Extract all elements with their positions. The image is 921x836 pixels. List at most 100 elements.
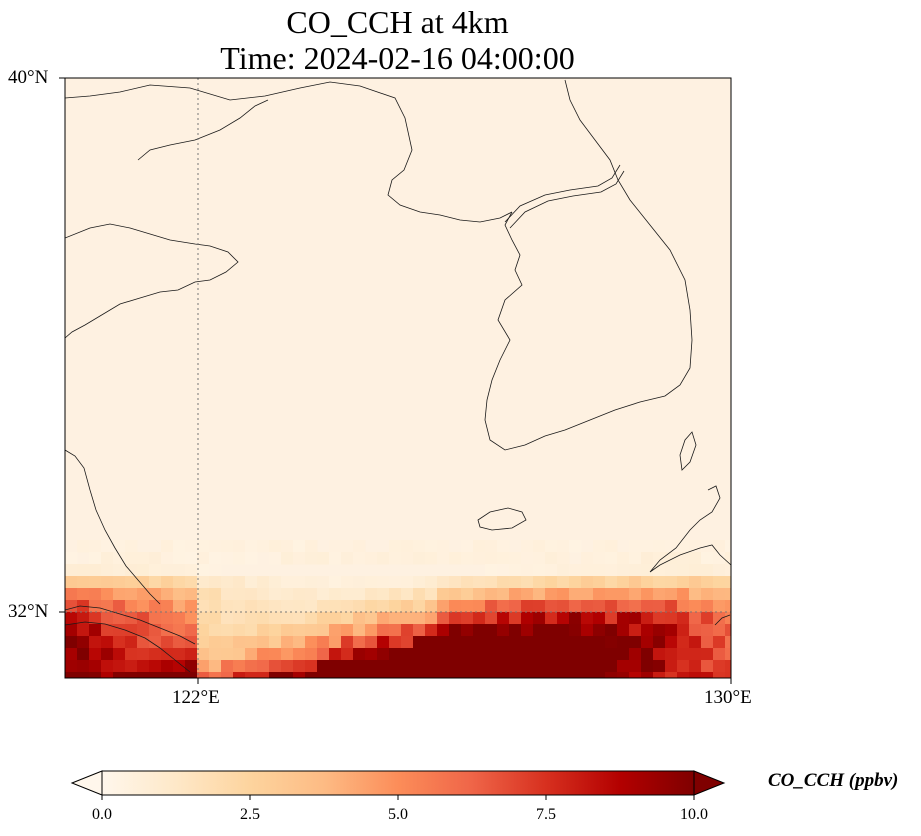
field-cell xyxy=(89,576,102,589)
field-cell xyxy=(353,624,366,637)
field-cell xyxy=(701,648,714,661)
field-cell xyxy=(101,600,114,613)
field-cell xyxy=(653,588,666,601)
field-cell xyxy=(437,612,450,625)
field-cell xyxy=(89,648,102,661)
field-cell xyxy=(449,600,462,613)
field-cell xyxy=(461,636,474,649)
field-cell xyxy=(449,672,462,678)
field-cell xyxy=(593,672,606,678)
field-cell xyxy=(269,576,282,589)
field-cell xyxy=(293,588,306,601)
colorbar-under-arrow xyxy=(70,770,103,796)
field-cell xyxy=(629,672,642,678)
field-cell xyxy=(113,552,126,565)
field-cell xyxy=(617,576,630,589)
field-cell xyxy=(317,636,330,649)
field-cell xyxy=(245,624,258,637)
field-cell xyxy=(557,600,570,613)
field-cell xyxy=(653,540,666,553)
field-cell xyxy=(617,648,630,661)
field-cell xyxy=(173,660,186,673)
field-cell xyxy=(569,576,582,589)
field-cell xyxy=(533,660,546,673)
field-cell xyxy=(125,564,138,577)
coastline-yangtze-north xyxy=(65,605,196,645)
field-cell xyxy=(593,624,606,637)
field-cell xyxy=(677,564,690,577)
field-cell xyxy=(281,660,294,673)
field-cell xyxy=(593,540,606,553)
colorbar-tick-label: 10.0 xyxy=(680,806,708,823)
field-cell xyxy=(713,672,726,678)
field-cell xyxy=(617,588,630,601)
field-cell xyxy=(617,564,630,577)
field-cell xyxy=(125,612,138,625)
field-cell xyxy=(113,648,126,661)
field-cell xyxy=(221,624,234,637)
field-cell xyxy=(101,648,114,661)
colorbar-tick-label: 5.0 xyxy=(388,806,408,823)
field-cell xyxy=(497,576,510,589)
field-cell xyxy=(665,540,678,553)
field-cell xyxy=(101,564,114,577)
field-cell xyxy=(509,600,522,613)
field-cell xyxy=(281,588,294,601)
field-cell xyxy=(365,552,378,565)
field-cell xyxy=(269,552,282,565)
field-cell xyxy=(557,552,570,565)
field-cell xyxy=(605,588,618,601)
field-cell xyxy=(413,612,426,625)
lon-label-122e: 122°E xyxy=(172,687,220,708)
field-cell xyxy=(137,576,150,589)
field-cell xyxy=(581,636,594,649)
field-cell xyxy=(641,672,654,678)
field-cell xyxy=(317,672,330,678)
field-cell xyxy=(497,564,510,577)
field-cell xyxy=(437,588,450,601)
field-cell xyxy=(401,648,414,661)
field-cell xyxy=(497,660,510,673)
field-cell xyxy=(173,564,186,577)
field-cell xyxy=(137,624,150,637)
field-cell xyxy=(161,576,174,589)
field-cell xyxy=(281,612,294,625)
field-cell xyxy=(701,576,714,589)
field-cell xyxy=(509,648,522,661)
field-cell xyxy=(77,540,90,553)
field-cell xyxy=(725,660,731,673)
field-cell xyxy=(125,672,138,678)
field-cell xyxy=(413,588,426,601)
field-cell xyxy=(725,636,731,649)
field-cell xyxy=(389,648,402,661)
field-cell xyxy=(653,624,666,637)
field-cell xyxy=(701,672,714,678)
field-cell xyxy=(509,576,522,589)
field-cell xyxy=(185,576,198,589)
map-frame xyxy=(64,77,732,679)
field-cell xyxy=(185,672,198,678)
field-cell xyxy=(89,588,102,601)
field-cell xyxy=(305,576,318,589)
field-cell xyxy=(77,576,90,589)
field-cell xyxy=(461,660,474,673)
field-cell xyxy=(605,624,618,637)
field-cell xyxy=(629,612,642,625)
field-cell xyxy=(281,636,294,649)
field-cell xyxy=(605,648,618,661)
field-cell xyxy=(77,636,90,649)
field-cell xyxy=(77,624,90,637)
field-cell xyxy=(677,612,690,625)
field-cell xyxy=(185,648,198,661)
field-cell xyxy=(185,564,198,577)
field-cell xyxy=(401,588,414,601)
map-title-line-2: Time: 2024-02-16 04:00:00 xyxy=(220,40,575,76)
field-cell xyxy=(725,600,731,613)
field-cell xyxy=(521,624,534,637)
field-cell xyxy=(593,588,606,601)
field-cell xyxy=(569,672,582,678)
field-cell xyxy=(329,588,342,601)
field-cell xyxy=(221,600,234,613)
field-cell xyxy=(521,636,534,649)
field-cell xyxy=(89,624,102,637)
